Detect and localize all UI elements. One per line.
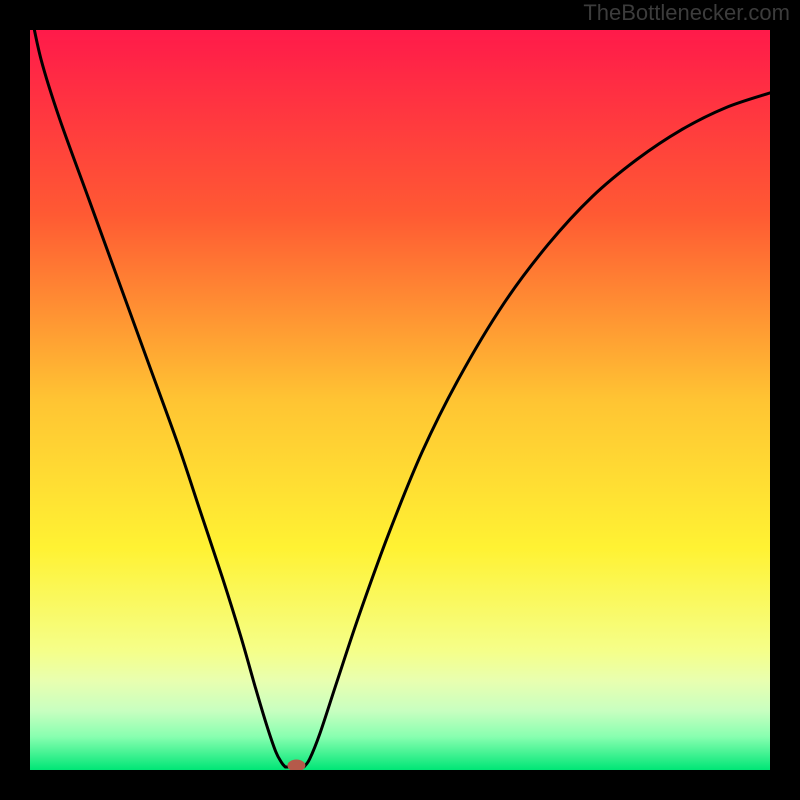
plot-background <box>30 30 770 770</box>
chart-container: TheBottlenecker.com <box>0 0 800 800</box>
watermark-text: TheBottlenecker.com <box>583 0 790 26</box>
bottleneck-chart <box>0 0 800 800</box>
optimal-point-marker <box>287 760 305 772</box>
